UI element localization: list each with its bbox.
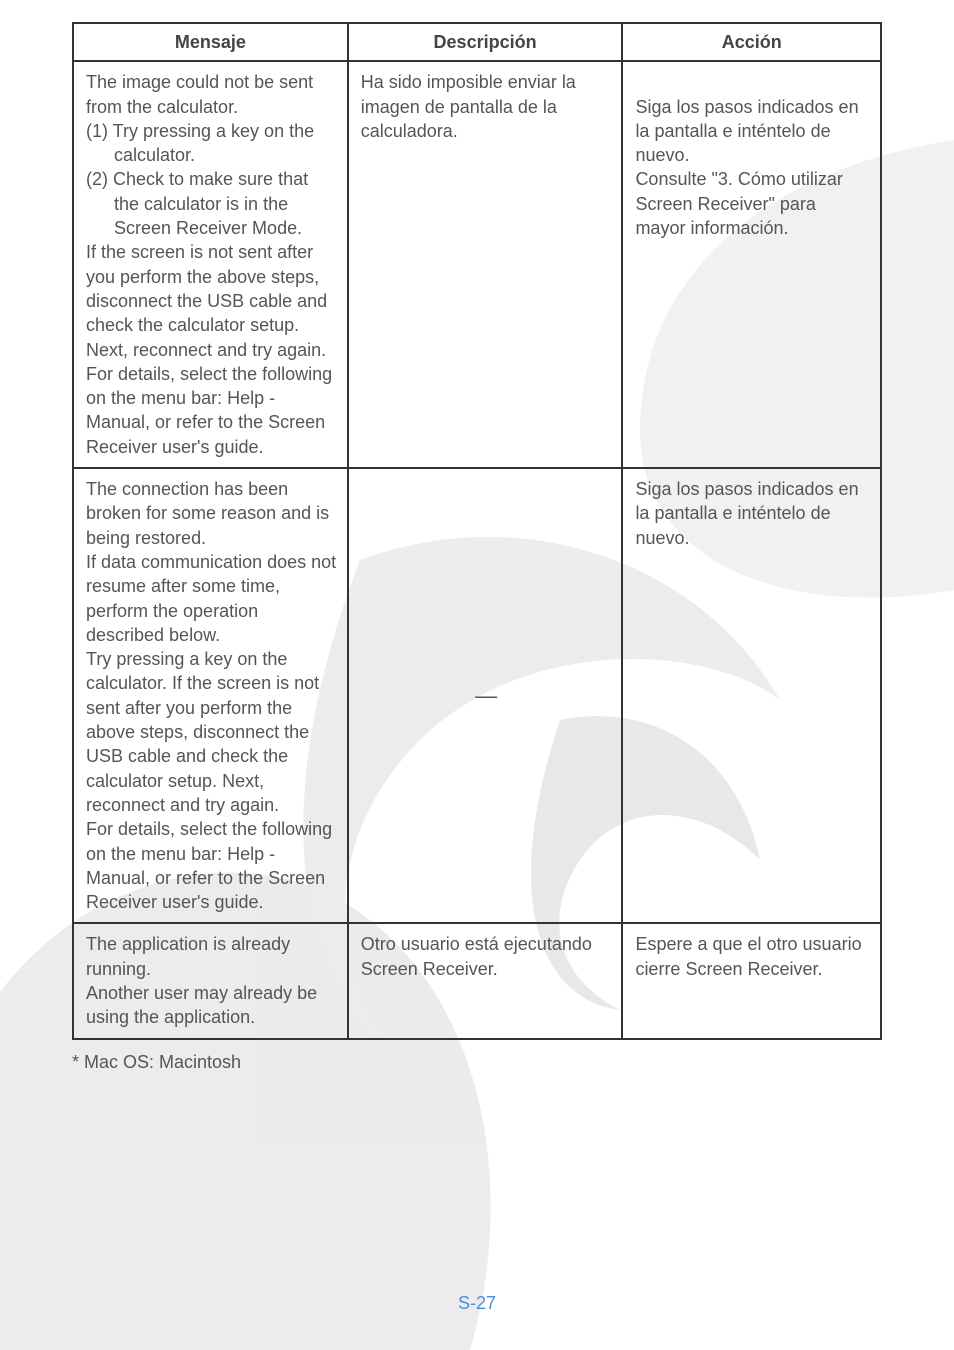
msg-line: The image could not be sent from the cal… xyxy=(86,72,313,116)
msg-bullet: (2) Check to make sure that xyxy=(86,167,337,191)
msg-line: For details, select the following on the… xyxy=(86,364,332,457)
action-text: Siga los pasos indicados en la pantalla … xyxy=(635,479,858,548)
msg-bullet-cont: the calculator is in the xyxy=(86,192,337,216)
msg-bullet-cont: Screen Receiver Mode. xyxy=(86,216,337,240)
msg-line: If the screen is not sent after you perf… xyxy=(86,242,327,359)
header-accion: Acción xyxy=(622,23,881,61)
desc-text: Ha sido imposible enviar la imagen de pa… xyxy=(361,72,576,141)
table-header-row: Mensaje Descripción Acción xyxy=(73,23,881,61)
msg-line: If data communication does not resume af… xyxy=(86,552,336,645)
cell-descripcion: Otro usuario está ejecutando Screen Rece… xyxy=(348,923,623,1038)
msg-bullet: (1) Try pressing a key on the xyxy=(86,119,337,143)
header-mensaje: Mensaje xyxy=(73,23,348,61)
msg-line: The connection has been broken for some … xyxy=(86,479,329,548)
desc-text: — xyxy=(475,683,497,708)
table-row: The application is already running. Anot… xyxy=(73,923,881,1038)
cell-descripcion: Ha sido imposible enviar la imagen de pa… xyxy=(348,61,623,468)
msg-bullet-cont: calculator. xyxy=(86,143,337,167)
cell-accion: Espere a que el otro usuario cierre Scre… xyxy=(622,923,881,1038)
msg-line: Try pressing a key on the calculator. If… xyxy=(86,649,319,815)
cell-mensaje: The image could not be sent from the cal… xyxy=(73,61,348,468)
table-row: The connection has been broken for some … xyxy=(73,468,881,923)
msg-line: For details, select the following on the… xyxy=(86,819,332,912)
cell-accion: Siga los pasos indicados en la pantalla … xyxy=(622,61,881,468)
table-row: The image could not be sent from the cal… xyxy=(73,61,881,468)
msg-line: Another user may already be using the ap… xyxy=(86,983,317,1027)
header-descripcion: Descripción xyxy=(348,23,623,61)
msg-line: The application is already running. xyxy=(86,934,290,978)
action-text: Siga los pasos indicados en la pantalla … xyxy=(635,97,858,238)
cell-accion: Siga los pasos indicados en la pantalla … xyxy=(622,468,881,923)
cell-mensaje: The connection has been broken for some … xyxy=(73,468,348,923)
desc-text: Otro usuario está ejecutando Screen Rece… xyxy=(361,934,592,978)
cell-mensaje: The application is already running. Anot… xyxy=(73,923,348,1038)
messages-table: Mensaje Descripción Acción The image cou… xyxy=(72,22,882,1040)
cell-descripcion: — xyxy=(348,468,623,923)
footnote-text: * Mac OS: Macintosh xyxy=(72,1052,882,1073)
page-number: S-27 xyxy=(0,1293,954,1314)
action-text: Espere a que el otro usuario cierre Scre… xyxy=(635,934,861,978)
